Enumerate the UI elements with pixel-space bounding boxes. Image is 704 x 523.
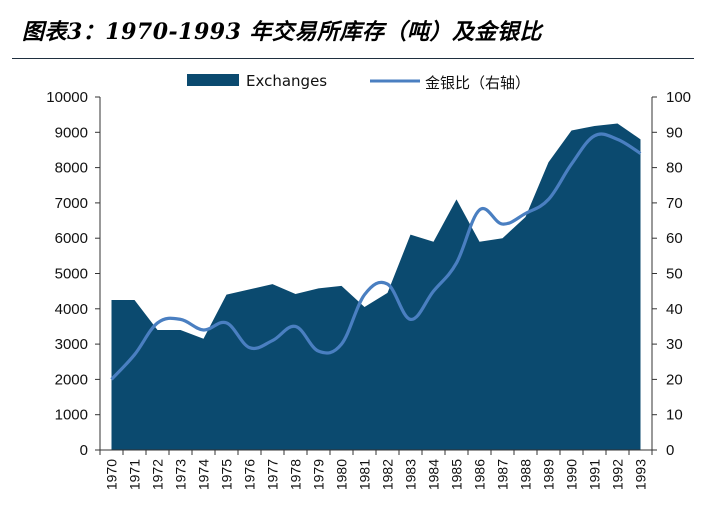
y-left-tick-label: 3000 <box>55 336 88 353</box>
y-right-tick-label: 80 <box>666 160 683 177</box>
legend-swatch-exchanges <box>187 74 239 86</box>
y-left-tick-label: 7000 <box>55 195 88 212</box>
y-right-tick-label: 40 <box>666 301 683 318</box>
x-tick-label: 1985 <box>449 459 465 490</box>
title-rule <box>12 58 694 59</box>
x-tick-label: 1975 <box>219 459 235 490</box>
line-gold-silver-ratio <box>110 132 642 381</box>
x-tick-label: 1987 <box>495 459 511 490</box>
x-tick-label: 1970 <box>104 459 120 490</box>
legend-label-gold-silver-ratio: 金银比（右轴） <box>425 74 530 92</box>
y-left-tick-label: 8000 <box>55 160 88 177</box>
x-tick-label: 1986 <box>472 459 488 490</box>
y-left-tick-label: 10000 <box>46 89 88 106</box>
x-tick-label: 1983 <box>403 459 419 490</box>
axes: 0100020003000400050006000700080009000100… <box>46 89 691 490</box>
x-tick-label: 1989 <box>541 459 557 490</box>
y-right-tick-label: 10 <box>666 407 683 424</box>
x-tick-label: 1973 <box>173 459 189 490</box>
x-tick-label: 1992 <box>610 459 626 490</box>
y-right-tick-label: 70 <box>666 195 683 212</box>
y-right-tick-label: 90 <box>666 124 683 141</box>
y-right-tick-label: 0 <box>666 442 674 459</box>
x-tick-label: 1971 <box>127 459 143 490</box>
x-tick-label: 1977 <box>265 459 281 490</box>
x-tick-label: 1984 <box>426 459 442 490</box>
y-left-tick-label: 4000 <box>55 301 88 318</box>
x-tick-label: 1972 <box>150 459 166 490</box>
x-tick-label: 1990 <box>564 459 580 490</box>
y-right-tick-label: 100 <box>666 89 691 106</box>
y-left-tick-label: 1000 <box>55 407 88 424</box>
y-right-tick-label: 20 <box>666 371 683 388</box>
y-left-tick-label: 5000 <box>55 266 88 283</box>
x-tick-label: 1991 <box>587 459 603 490</box>
plot-area <box>110 123 642 450</box>
area-exchanges <box>111 123 641 450</box>
x-tick-label: 1981 <box>357 459 373 490</box>
y-right-tick-label: 50 <box>666 266 683 283</box>
x-tick-label: 1978 <box>288 459 304 490</box>
y-left-tick-label: 9000 <box>55 124 88 141</box>
chart-title: 图表3：1970-1993 年交易所库存（吨）及金银比 <box>22 19 543 45</box>
y-left-tick-label: 0 <box>80 442 88 459</box>
x-tick-label: 1988 <box>518 459 534 490</box>
x-tick-label: 1974 <box>196 459 212 490</box>
y-left-tick-label: 6000 <box>55 230 88 247</box>
x-tick-label: 1993 <box>633 459 649 490</box>
y-right-tick-label: 30 <box>666 336 683 353</box>
x-tick-label: 1982 <box>380 459 396 490</box>
x-tick-label: 1976 <box>242 459 258 490</box>
y-left-tick-label: 2000 <box>55 371 88 388</box>
y-right-tick-label: 60 <box>666 230 683 247</box>
x-tick-label: 1979 <box>311 459 327 490</box>
legend: Exchanges 金银比（右轴） <box>187 72 530 92</box>
legend-label-exchanges: Exchanges <box>246 72 327 90</box>
x-tick-label: 1980 <box>334 459 350 490</box>
